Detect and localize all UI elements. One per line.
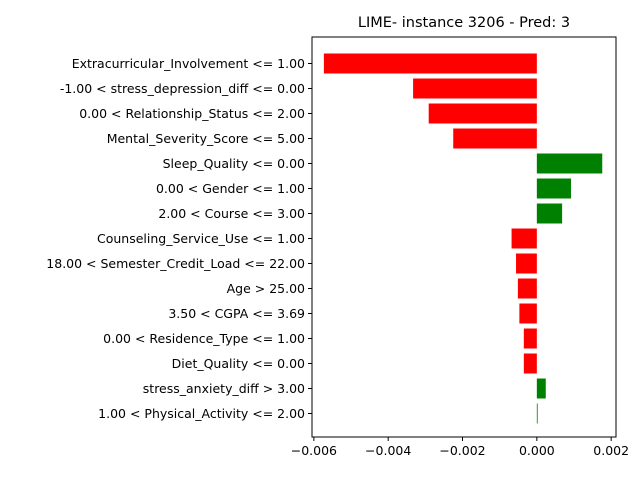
bar bbox=[511, 228, 537, 249]
x-tick-label: −0.002 bbox=[439, 443, 485, 458]
y-tick-label: Counseling_Service_Use <= 1.00 bbox=[97, 231, 305, 246]
bar bbox=[453, 128, 537, 149]
bar bbox=[523, 328, 537, 349]
x-tick-label: 0.002 bbox=[593, 443, 629, 458]
y-tick-label: Mental_Severity_Score <= 5.00 bbox=[107, 131, 305, 146]
y-tick-label: stress_anxiety_diff > 3.00 bbox=[143, 381, 305, 396]
plot-frame bbox=[311, 36, 617, 438]
y-tick-labels: Extracurricular_Involvement <= 1.00 -1.00… bbox=[46, 56, 312, 421]
x-tick-label: 0.000 bbox=[519, 443, 555, 458]
bar bbox=[517, 278, 537, 299]
bar bbox=[536, 203, 563, 224]
x-tick-group: −0.006 −0.004 −0.002 0.000 0.002 bbox=[291, 437, 629, 458]
y-tick-label: 0.00 < Relationship_Status <= 2.00 bbox=[79, 106, 305, 121]
x-tick-label: −0.004 bbox=[365, 443, 411, 458]
y-tick-label: Diet_Quality <= 0.00 bbox=[172, 356, 305, 371]
x-tick-label: −0.006 bbox=[291, 443, 337, 458]
y-tick-label: Extracurricular_Involvement <= 1.00 bbox=[72, 56, 305, 71]
bar bbox=[523, 353, 537, 374]
y-tick-label: 0.00 < Residence_Type <= 1.00 bbox=[103, 331, 305, 346]
bar-group bbox=[323, 53, 603, 424]
bar bbox=[413, 78, 537, 99]
y-tick-label: 0.00 < Gender <= 1.00 bbox=[156, 181, 305, 196]
bar bbox=[536, 378, 546, 399]
y-tick-label: 18.00 < Semester_Credit_Load <= 22.00 bbox=[46, 256, 305, 271]
axes-frame bbox=[311, 36, 617, 438]
y-tick-label: Age > 25.00 bbox=[227, 281, 305, 296]
bar bbox=[536, 153, 603, 174]
bar bbox=[428, 103, 537, 124]
chart-title: LIME- instance 3206 - Pred: 3 bbox=[358, 15, 570, 31]
bar bbox=[323, 53, 537, 74]
y-tick-label: Sleep_Quality <= 0.00 bbox=[163, 156, 305, 171]
bar bbox=[516, 253, 537, 274]
bar bbox=[536, 178, 572, 199]
y-tick-label: 1.00 < Physical_Activity <= 2.00 bbox=[98, 406, 305, 421]
y-tick-label: 3.50 < CGPA <= 3.69 bbox=[168, 306, 305, 321]
bar bbox=[536, 403, 538, 424]
y-tick-label: 2.00 < Course <= 3.00 bbox=[158, 206, 305, 221]
bar bbox=[519, 303, 537, 324]
y-tick-label: -1.00 < stress_depression_diff <= 0.00 bbox=[60, 81, 305, 96]
